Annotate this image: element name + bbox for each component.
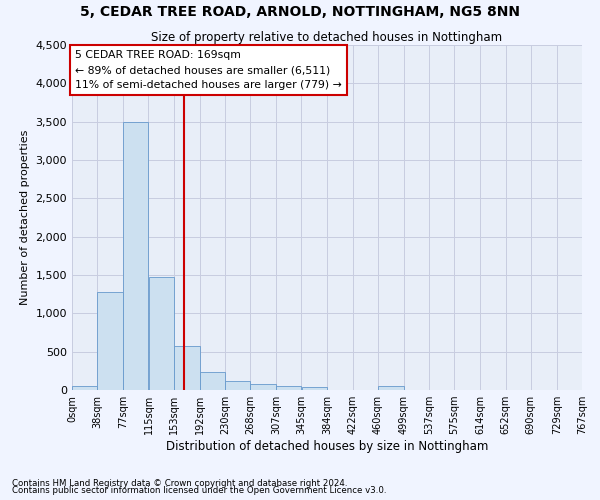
Text: Contains HM Land Registry data © Crown copyright and database right 2024.: Contains HM Land Registry data © Crown c… [12, 478, 347, 488]
X-axis label: Distribution of detached houses by size in Nottingham: Distribution of detached houses by size … [166, 440, 488, 453]
Y-axis label: Number of detached properties: Number of detached properties [20, 130, 30, 305]
Bar [200, 372, 225, 390]
Bar [97, 292, 123, 390]
Text: 5, CEDAR TREE ROAD, ARNOLD, NOTTINGHAM, NG5 8NN: 5, CEDAR TREE ROAD, ARNOLD, NOTTINGHAM, … [80, 5, 520, 19]
Bar [124, 122, 148, 390]
Bar [302, 387, 327, 390]
Bar [174, 346, 200, 390]
Bar [276, 386, 301, 390]
Bar [72, 386, 97, 390]
Bar [225, 381, 250, 390]
Text: 5 CEDAR TREE ROAD: 169sqm
← 89% of detached houses are smaller (6,511)
11% of se: 5 CEDAR TREE ROAD: 169sqm ← 89% of detac… [76, 50, 342, 90]
Bar [149, 276, 173, 390]
Title: Size of property relative to detached houses in Nottingham: Size of property relative to detached ho… [151, 31, 503, 44]
Bar [250, 384, 276, 390]
Bar [378, 386, 404, 390]
Text: Contains public sector information licensed under the Open Government Licence v3: Contains public sector information licen… [12, 486, 386, 495]
